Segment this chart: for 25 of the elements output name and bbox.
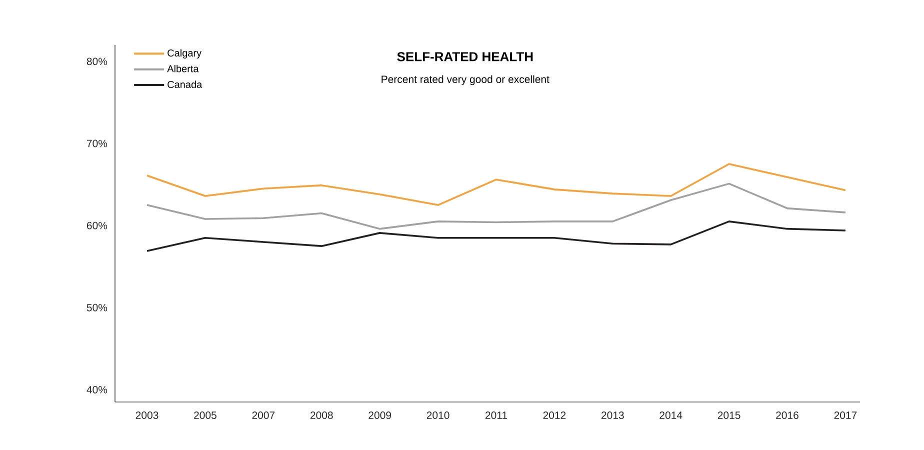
x-tick-label: 2008 <box>310 412 333 419</box>
x-tick-label: 2007 <box>252 412 275 419</box>
text: Percent rated very good or excellent <box>382 75 550 86</box>
x-tick-label: 2012 <box>543 412 566 419</box>
line-series <box>146 182 846 230</box>
x-tick-label: 2011 <box>485 412 507 419</box>
x-tick-label: 2014 <box>660 412 682 419</box>
x-tick-label: 2010 <box>426 412 450 419</box>
chart-title: SELF-RATED HEALTH <box>397 52 533 62</box>
y-tick-label: 60% <box>86 222 108 230</box>
y-tick-label: 80% <box>86 58 108 66</box>
y-tick-label: 40% <box>86 386 108 394</box>
x-tick-label: 2009 <box>368 412 391 419</box>
x-tick-label: 2016 <box>776 412 798 419</box>
legend-label: Calgary <box>168 49 202 59</box>
x-tick-label: 2005 <box>194 412 216 419</box>
x-tick-label: 2015 <box>718 412 740 419</box>
x-tick-label: 2003 <box>136 412 158 419</box>
legend-label: Alberta <box>167 64 199 72</box>
line-series <box>146 163 846 206</box>
legend-label: Canada <box>168 80 202 88</box>
y-tick-label: 70% <box>86 140 108 148</box>
x-tick-label: 2013 <box>601 412 624 419</box>
x-tick-label: 2017 <box>834 412 857 419</box>
y-tick-label: 50% <box>86 304 108 312</box>
